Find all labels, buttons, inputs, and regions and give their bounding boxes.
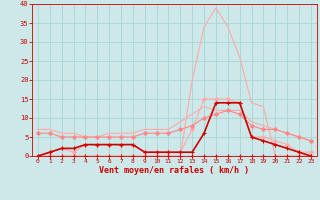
X-axis label: Vent moyen/en rafales ( km/h ): Vent moyen/en rafales ( km/h ) [100,166,249,175]
